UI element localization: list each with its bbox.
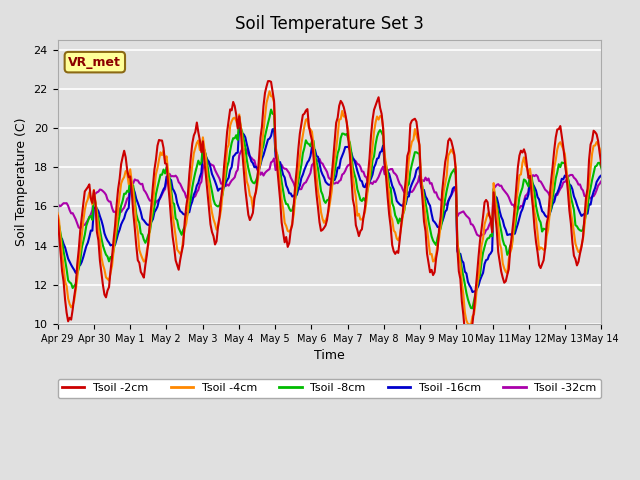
Title: Soil Temperature Set 3: Soil Temperature Set 3 — [235, 15, 424, 33]
Y-axis label: Soil Temperature (C): Soil Temperature (C) — [15, 118, 28, 246]
X-axis label: Time: Time — [314, 349, 345, 362]
Legend: Tsoil -2cm, Tsoil -4cm, Tsoil -8cm, Tsoil -16cm, Tsoil -32cm: Tsoil -2cm, Tsoil -4cm, Tsoil -8cm, Tsoi… — [58, 379, 601, 398]
Text: VR_met: VR_met — [68, 56, 121, 69]
